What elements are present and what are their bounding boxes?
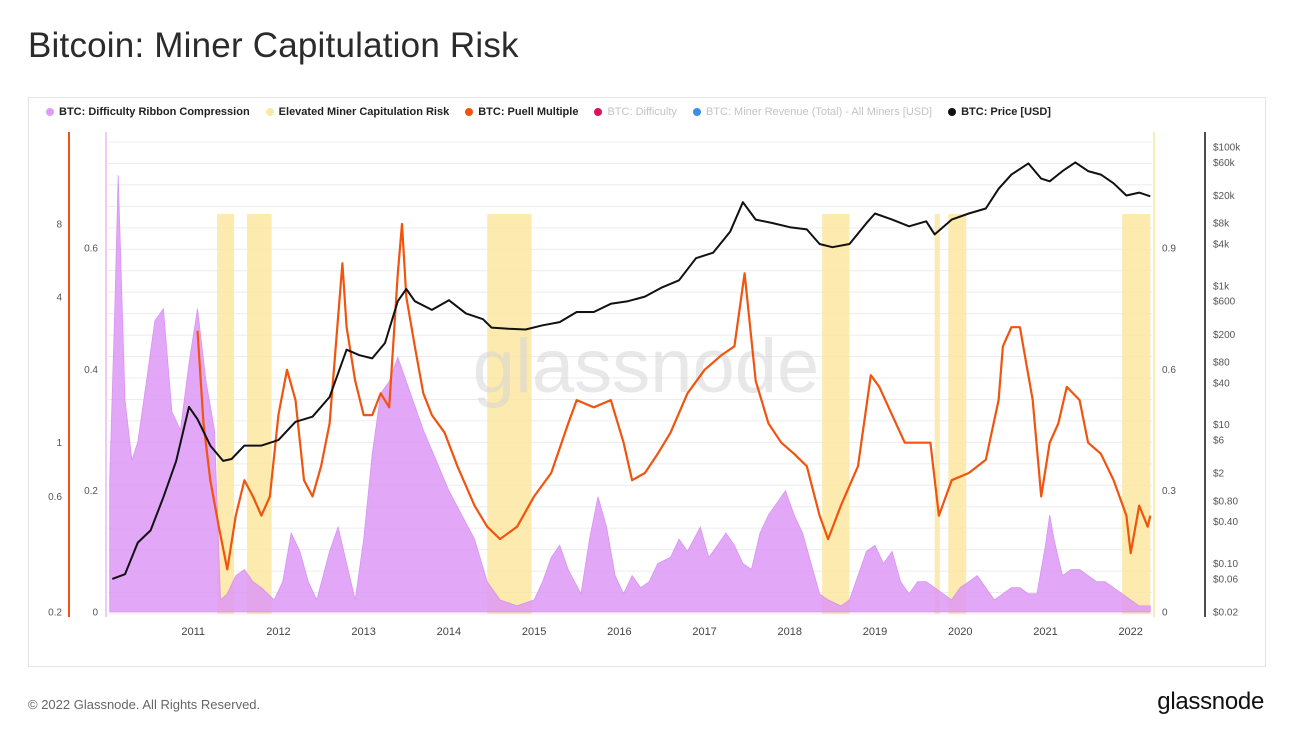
legend-label: BTC: Difficulty	[607, 106, 677, 118]
axis-capitulation-tick: 0.3	[1162, 486, 1176, 497]
axis-price-tick: $100k	[1213, 143, 1241, 154]
axis-price-tick: $0.80	[1213, 496, 1238, 507]
legend-item-difficulty[interactable]: BTC: Difficulty	[594, 106, 677, 118]
axis-x-tick: 2018	[778, 626, 802, 638]
axis-price-tick: $0.40	[1213, 517, 1238, 528]
axis-price-tick: $600	[1213, 297, 1236, 308]
legend-dot	[692, 108, 701, 116]
legend-dot	[594, 108, 603, 116]
axis-price-tick: $6	[1213, 436, 1225, 447]
capitulation-zone	[487, 214, 532, 614]
chart-legend: BTC: Difficulty Ribbon Compression Eleva…	[46, 106, 1051, 118]
axis-x-tick: 2020	[948, 626, 972, 638]
capitulation-zone	[1122, 214, 1151, 614]
capitulation-zone	[217, 214, 235, 614]
series-puell-multiple	[196, 222, 1152, 571]
series-price-usd	[111, 161, 1151, 580]
axis-price-tick: $200	[1213, 330, 1236, 341]
legend-label: BTC: Puell Multiple	[478, 106, 579, 118]
axis-x-tick: 2021	[1033, 626, 1057, 638]
axis-ribbon-tick: 0.4	[84, 365, 98, 376]
axis-price-tick: $0.06	[1213, 574, 1238, 585]
axis-x-tick: 2014	[437, 626, 461, 638]
legend-label: Elevated Miner Capitulation Risk	[278, 106, 450, 118]
copyright-text: © 2022 Glassnode. All Rights Reserved.	[28, 697, 261, 712]
axis-price-tick: $60k	[1213, 158, 1236, 169]
axis-x-tick: 2013	[351, 626, 375, 638]
legend-dot	[465, 108, 474, 116]
axis-capitulation-tick: 0	[1162, 608, 1168, 619]
axis-price-tick: $1k	[1213, 281, 1230, 292]
legend-label: BTC: Price [USD]	[961, 106, 1051, 118]
legend-dot	[948, 108, 957, 116]
legend-item-elevated-miner-capitulation-risk[interactable]: Elevated Miner Capitulation Risk	[265, 106, 450, 118]
axis-x-tick: 2019	[863, 626, 887, 638]
legend-label: BTC: Miner Revenue (Total) - All Miners …	[705, 106, 933, 118]
axis-price-tick: $0.10	[1213, 559, 1238, 570]
capitulation-zone	[948, 214, 967, 614]
axis-x-tick: 2016	[607, 626, 631, 638]
axis-puell-tick: 8	[56, 220, 62, 231]
legend-dot	[46, 108, 54, 116]
axis-price-tick: $40	[1213, 378, 1230, 389]
glassnode-logo: glassnode	[1157, 688, 1264, 715]
axis-price-tick: $20k	[1213, 191, 1236, 202]
capitulation-zone	[246, 214, 272, 614]
axis-puell-tick: 4	[56, 292, 62, 303]
legend-dot	[265, 108, 274, 116]
axis-x-tick: 2022	[1118, 626, 1142, 638]
legend-item-puell-multiple[interactable]: BTC: Puell Multiple	[465, 106, 578, 118]
axis-price-tick: $0.02	[1213, 608, 1238, 619]
axis-x-tick: 2011	[181, 626, 205, 638]
axis-price-tick: $2	[1213, 469, 1225, 480]
series-difficulty-ribbon-compression	[109, 175, 1151, 613]
axis-ribbon-tick: 0	[92, 608, 98, 619]
axis-price-tick: $8k	[1213, 219, 1230, 230]
axis-price-tick: $10	[1213, 420, 1230, 431]
axis-price-tick: $80	[1213, 357, 1230, 368]
legend-item-difficulty-ribbon-compression[interactable]: BTC: Difficulty Ribbon Compression	[46, 106, 250, 118]
axis-x-tick: 2012	[266, 626, 290, 638]
legend-item-price-usd[interactable]: BTC: Price [USD]	[948, 106, 1051, 118]
axis-puell-tick: 0.2	[48, 608, 62, 619]
axis-x-tick: 2017	[692, 626, 716, 638]
watermark: glassnode	[473, 324, 820, 409]
legend-item-miner-revenue[interactable]: BTC: Miner Revenue (Total) - All Miners …	[692, 106, 933, 118]
axis-x-tick: 2015	[522, 626, 546, 638]
legend-label: BTC: Difficulty Ribbon Compression	[59, 106, 250, 118]
axis-capitulation-tick: 0.9	[1162, 244, 1176, 255]
axis-ribbon-tick: 0.6	[84, 244, 98, 255]
page-title: Bitcoin: Miner Capitulation Risk	[28, 26, 519, 65]
capitulation-zone	[934, 214, 940, 614]
axis-ribbon-tick: 0.2	[84, 486, 98, 497]
axis-price-tick: $4k	[1213, 240, 1230, 251]
capitulation-zone	[822, 214, 850, 614]
axis-capitulation-tick: 0.6	[1162, 365, 1176, 376]
axis-puell-tick: 0.6	[48, 492, 62, 503]
axis-puell-tick: 1	[56, 438, 62, 449]
